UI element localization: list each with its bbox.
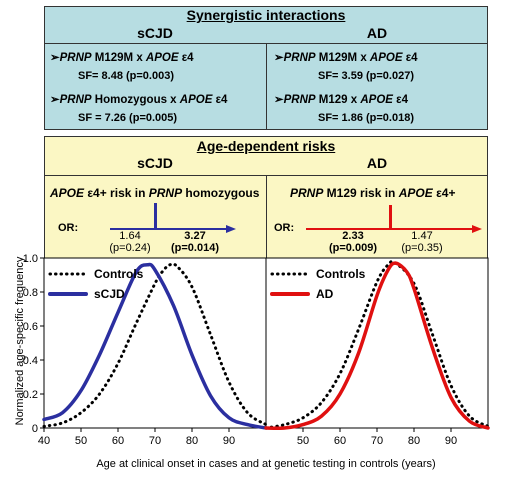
legend-label-ad: AD bbox=[316, 287, 334, 301]
synergy-left-line-2: ➢PRNP Homozygous x APOE ε4 bbox=[50, 92, 227, 106]
right-or-low: 1.47 bbox=[392, 230, 452, 242]
x-tick-label: 70 bbox=[371, 435, 383, 447]
x-tick-label: 90 bbox=[223, 435, 235, 447]
synergy-title: Synergistic interactions bbox=[44, 7, 488, 23]
synergy-right-header: AD bbox=[266, 25, 488, 41]
x-tick-label: 70 bbox=[149, 435, 161, 447]
synergy-left-sf-2: SF = 7.26 (p=0.005) bbox=[78, 112, 177, 124]
x-tick-label: 80 bbox=[408, 435, 420, 447]
left-or-label: OR: bbox=[58, 222, 78, 234]
age-risks-right-header: AD bbox=[266, 155, 488, 171]
x-axis-label: Age at clinical onset in cases and at ge… bbox=[44, 458, 488, 470]
x-tick-label: 50 bbox=[297, 435, 309, 447]
x-tick-label: 90 bbox=[445, 435, 457, 447]
arrow-bullet-icon: ➢ bbox=[50, 52, 60, 64]
right-or-arrow-diagram bbox=[266, 195, 488, 235]
legend-label-controls: Controls bbox=[316, 267, 366, 281]
synergy-right-line-2: ➢PRNP M129 x APOE ε4 bbox=[274, 92, 408, 106]
x-tick-label: 60 bbox=[334, 435, 346, 447]
age-risks-title: Age-dependent risks bbox=[44, 138, 488, 154]
x-tick-label: 60 bbox=[112, 435, 124, 447]
synergy-right-line-1: ➢PRNP M129M x APOE ε4 bbox=[274, 50, 418, 64]
right-or-label: OR: bbox=[274, 222, 294, 234]
right-or-arrow-head bbox=[472, 225, 482, 233]
arrow-bullet-icon: ➢ bbox=[274, 94, 284, 106]
y-tick-label: 0 bbox=[32, 423, 38, 435]
age-risks-left-header: sCJD bbox=[44, 155, 266, 171]
right-or-high: 2.33 bbox=[318, 230, 388, 242]
left-or-marker bbox=[154, 203, 157, 229]
legend-label-controls: Controls bbox=[94, 267, 144, 281]
x-tick-label: 80 bbox=[186, 435, 198, 447]
age-frequency-charts: 40 50 60 70 80 9000.20.40.60.81.0ControlssCJD… bbox=[0, 250, 518, 480]
synergy-right-sf-1: SF= 3.59 (p=0.027) bbox=[318, 70, 414, 82]
right-or-marker bbox=[389, 205, 392, 229]
legend-label-scjd: sCJD bbox=[94, 287, 125, 301]
y-axis-label: Normalized age-specific frequency bbox=[14, 226, 26, 456]
x-tick-label: 50 bbox=[75, 435, 87, 447]
synergy-right-sf-2: SF= 1.86 (p=0.018) bbox=[318, 112, 414, 124]
x-tick-label: 40 bbox=[38, 435, 50, 447]
arrow-bullet-icon: ➢ bbox=[50, 94, 60, 106]
synergy-mid-divider bbox=[266, 43, 267, 130]
left-or-low: 1.64 bbox=[100, 230, 160, 242]
arrow-bullet-icon: ➢ bbox=[274, 52, 284, 64]
synergy-left-line-1: ➢PRNP M129M x APOE ε4 bbox=[50, 50, 194, 64]
synergy-left-sf-1: SF= 8.48 (p=0.003) bbox=[78, 70, 174, 82]
synergy-left-header: sCJD bbox=[44, 25, 266, 41]
left-or-high: 3.27 bbox=[160, 230, 230, 242]
